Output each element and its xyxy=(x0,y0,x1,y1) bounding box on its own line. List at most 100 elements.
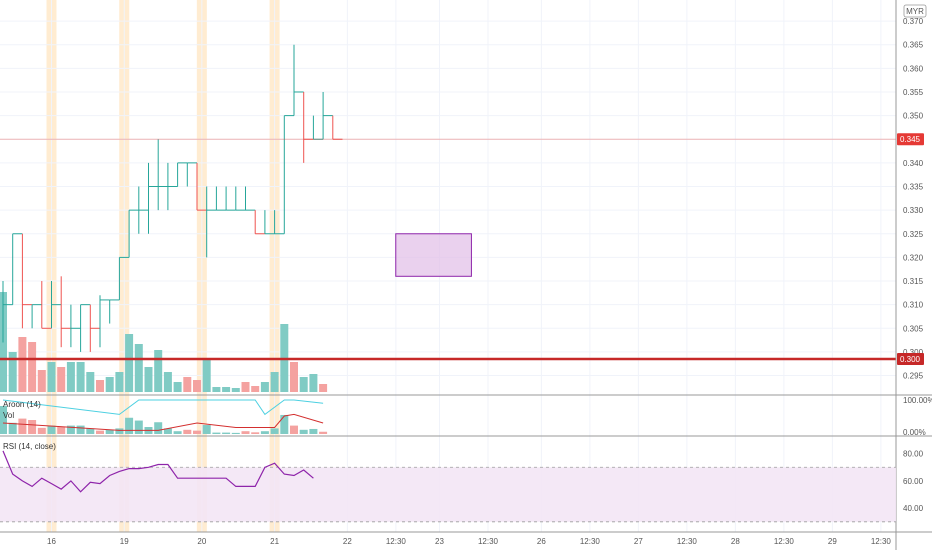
volume-bar xyxy=(260,382,269,392)
volume-bar xyxy=(86,372,95,392)
time-tick-label: 26 xyxy=(537,537,546,546)
rsi-label[interactable]: RSI (14, close) xyxy=(3,442,56,451)
time-tick-label: 12:30 xyxy=(478,537,499,546)
aroon-up-line xyxy=(2,399,324,416)
volume-label[interactable]: Vol xyxy=(3,411,14,420)
volume-bar xyxy=(18,337,27,392)
time-tick-label: 22 xyxy=(343,537,352,546)
aroon-volume-bar xyxy=(115,428,124,434)
volume-bar xyxy=(125,334,134,392)
volume-bar xyxy=(96,380,104,392)
aroon-volume-bar xyxy=(134,420,143,434)
volume-bar xyxy=(241,382,250,392)
volume-bar xyxy=(212,387,221,392)
price-axis[interactable]: 0.370 0.365 0.360 0.355 0.350 0.345 0.340 0.335… xyxy=(903,17,932,513)
rsi-tick-label: 40.00 xyxy=(903,504,924,513)
volume-bar xyxy=(76,362,85,392)
aroon-volume-bar xyxy=(0,406,7,434)
price-tick-label: 0.325 xyxy=(903,230,924,239)
aroon-volume-bar xyxy=(299,429,308,434)
aroon-volume-bar xyxy=(260,431,269,434)
price-tick-label: 0.330 xyxy=(903,206,924,215)
volume-bar xyxy=(115,372,124,392)
time-tick-label: 20 xyxy=(197,537,206,546)
volume-bar xyxy=(290,362,298,392)
aroon-volume-bar xyxy=(37,427,46,434)
aroon-volume-bar xyxy=(125,417,134,434)
volume-bar xyxy=(231,388,240,392)
last-price-tag-label: 0.345 xyxy=(900,135,921,144)
price-tick-label: 0.335 xyxy=(903,183,924,192)
time-tick-label: 27 xyxy=(634,537,643,546)
time-tick-label: 12:30 xyxy=(386,537,407,546)
volume-bar xyxy=(222,387,231,392)
time-tick-label: 19 xyxy=(120,537,129,546)
last-price-tag xyxy=(897,133,924,146)
rsi-band xyxy=(0,467,896,522)
volume-bar xyxy=(8,352,17,392)
aroon-volume-bar xyxy=(28,420,37,434)
time-tick-label: 21 xyxy=(270,537,279,546)
volume-bar xyxy=(28,342,37,392)
volume-bar xyxy=(251,386,260,392)
price-tick-label: 0.355 xyxy=(903,88,924,97)
aroon-label[interactable]: Aroon (14) xyxy=(3,400,41,409)
volume-bar xyxy=(202,360,211,392)
price-tick-label: 0.350 xyxy=(903,112,924,121)
aroon-pane xyxy=(0,399,328,434)
aroon-volume-bar xyxy=(154,422,163,434)
volume-bar xyxy=(57,367,66,392)
price-series xyxy=(2,44,343,352)
aroon-volume-bar xyxy=(76,425,85,434)
volume-bar xyxy=(154,350,163,392)
volume-bar xyxy=(66,362,75,392)
aroon-volume-bar xyxy=(222,432,231,434)
price-tick-label: 0.295 xyxy=(903,372,924,381)
aroon-volume-bar xyxy=(163,428,172,434)
rsi-tick-label: 80.00 xyxy=(903,450,924,459)
currency-label: MYR xyxy=(906,7,924,16)
aroon-volume-bar xyxy=(270,428,279,434)
aroon-volume-bar xyxy=(231,432,240,434)
rsi-tick-label: 60.00 xyxy=(903,477,924,486)
volume-bar xyxy=(105,377,114,392)
volume-bar xyxy=(309,374,318,392)
aroon-volume-bar xyxy=(47,425,56,434)
rectangle-drawing[interactable] xyxy=(395,233,472,277)
price-tick-label: 0.370 xyxy=(903,17,924,26)
aroon-volume-bar xyxy=(105,429,114,434)
aroon-tick-label: 100.00% xyxy=(903,396,932,405)
time-tick-label: 29 xyxy=(828,537,837,546)
volume-bar xyxy=(144,367,153,392)
volume-bar xyxy=(193,380,201,392)
aroon-volume-bar xyxy=(290,425,298,434)
rsi-pane xyxy=(0,450,896,523)
volume-bar xyxy=(183,377,192,392)
volume-bar xyxy=(163,372,172,392)
price-tick-label: 0.365 xyxy=(903,41,924,50)
price-tick-label: 0.360 xyxy=(903,64,924,73)
volume-bar xyxy=(47,362,56,392)
currency-badge xyxy=(903,4,927,18)
rsi-line xyxy=(2,450,314,493)
price-tick-label: 0.305 xyxy=(903,324,924,333)
aroon-volume-bar xyxy=(212,432,221,434)
aroon-volume-bar xyxy=(183,429,192,434)
time-tick-label: 12:30 xyxy=(677,537,698,546)
price-tick-label: 0.300 xyxy=(903,348,924,357)
price-tick-label: 0.315 xyxy=(903,277,924,286)
time-tick-label: 28 xyxy=(731,537,740,546)
aroon-down-line xyxy=(2,413,324,431)
volume-bar xyxy=(270,372,279,392)
aroon-volume-bar xyxy=(241,431,250,434)
support-price-tag-label: 0.300 xyxy=(900,355,921,364)
time-axis[interactable]: 16 19 20 21 22 12:30 23 12:30 26 12:30 27 12:30 28 12… xyxy=(47,537,891,546)
aroon-volume-bar xyxy=(251,432,260,434)
session-highlights xyxy=(46,0,280,532)
price-tick-label: 0.340 xyxy=(903,159,924,168)
aroon-volume-bar xyxy=(193,430,201,434)
time-tick-label: 12:30 xyxy=(774,537,795,546)
aroon-volume-bar xyxy=(57,427,66,434)
aroon-volume-bar xyxy=(86,428,95,434)
